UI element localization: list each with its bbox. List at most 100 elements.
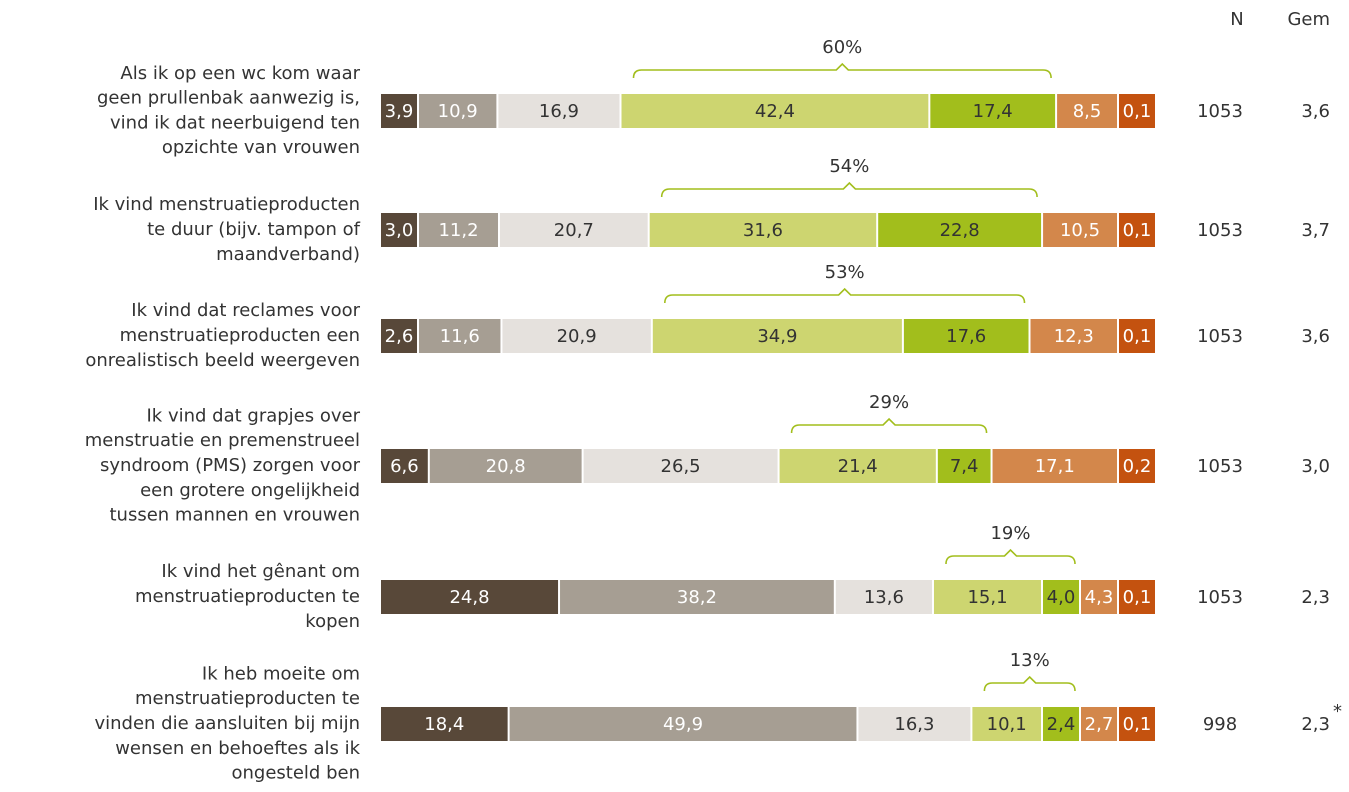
value-label: 2,7 — [1085, 714, 1114, 735]
gem-value: 3,0 — [1301, 456, 1330, 477]
bar-segment — [649, 213, 877, 247]
bar-segment — [1043, 707, 1079, 741]
category-label: Ik vind dat reclames voor — [131, 300, 360, 321]
bar-segment — [1119, 94, 1155, 128]
bar-segment — [1081, 707, 1117, 741]
category-label: wensen en behoeftes als ik — [115, 738, 360, 759]
value-label: 0,1 — [1123, 326, 1152, 347]
value-label: 42,4 — [755, 101, 795, 122]
category-label: Als ik op een wc kom waar — [120, 63, 360, 84]
category-label: Ik vind dat grapjes over — [147, 405, 361, 426]
bar-segment — [903, 319, 1029, 353]
bar-segment — [1030, 319, 1117, 353]
bar-segment — [583, 449, 778, 483]
category-label: opzichte van vrouwen — [162, 137, 360, 158]
value-label: 10,1 — [987, 714, 1027, 735]
category-label: ongesteld ben — [232, 763, 361, 784]
n-value: 998 — [1203, 714, 1237, 735]
n-value: 1053 — [1197, 456, 1243, 477]
agree-bracket — [945, 548, 1076, 565]
bar-segment — [419, 213, 498, 247]
value-label: 4,3 — [1085, 587, 1114, 608]
category-label: kopen — [305, 611, 360, 632]
value-label: 8,5 — [1073, 101, 1102, 122]
value-label: 20,7 — [554, 220, 594, 241]
value-label: 2,6 — [385, 326, 414, 347]
value-label: 11,2 — [438, 220, 478, 241]
bar-segment — [652, 319, 902, 353]
bar-segment — [1043, 213, 1117, 247]
value-label: 26,5 — [661, 456, 701, 477]
bar-segment — [499, 213, 648, 247]
value-label: 0,1 — [1123, 587, 1152, 608]
category-label: vind ik dat neerbuigend ten — [110, 112, 360, 133]
bar-segment — [779, 449, 936, 483]
bar-segment — [498, 94, 620, 128]
n-value: 1053 — [1197, 101, 1243, 122]
gem-header: Gem — [1287, 9, 1330, 30]
agree-bracket — [790, 417, 988, 434]
value-label: 6,6 — [390, 456, 419, 477]
bar-segment — [992, 449, 1117, 483]
value-label: 0,2 — [1123, 456, 1152, 477]
bar-segment — [972, 707, 1041, 741]
bar-segment — [858, 707, 971, 741]
value-label: 17,1 — [1035, 456, 1075, 477]
bar-segment — [878, 213, 1042, 247]
value-label: 7,4 — [950, 456, 979, 477]
bar-segment — [419, 94, 497, 128]
value-label: 12,3 — [1054, 326, 1094, 347]
bar-segment — [381, 449, 428, 483]
value-label: 21,4 — [838, 456, 878, 477]
n-value: 1053 — [1197, 220, 1243, 241]
gem-value: 2,3 — [1301, 714, 1330, 735]
bar-segment — [1119, 707, 1155, 741]
gem-value: 2,3 — [1301, 587, 1330, 608]
category-label: Ik vind het gênant om — [161, 561, 360, 582]
category-label: Ik vind menstruatieproducten — [93, 194, 360, 215]
value-label: 13,6 — [864, 587, 904, 608]
bar-segment — [1081, 580, 1117, 614]
agree-label: 29% — [869, 392, 909, 413]
value-label: 4,0 — [1047, 587, 1076, 608]
gem-value: 3,6 — [1301, 101, 1330, 122]
value-label: 34,9 — [757, 326, 797, 347]
agree-label: 19% — [990, 523, 1030, 544]
value-label: 0,1 — [1123, 101, 1152, 122]
category-label: menstruatieproducten een — [120, 325, 360, 346]
bar-segment — [502, 319, 651, 353]
value-label: 16,3 — [894, 714, 934, 735]
bar-segment — [1119, 213, 1155, 247]
bar-segment — [419, 319, 501, 353]
value-label: 0,1 — [1123, 220, 1152, 241]
agree-bracket — [660, 181, 1038, 198]
bar-segment — [930, 94, 1056, 128]
category-label: vinden die aansluiten bij mijn — [94, 713, 360, 734]
value-label: 3,0 — [385, 220, 414, 241]
bar-segment — [429, 449, 582, 483]
bar-segment — [560, 580, 834, 614]
category-label: tussen mannen en vrouwen — [110, 505, 361, 526]
agree-bracket — [983, 675, 1076, 692]
bar-segment — [1119, 580, 1155, 614]
bar-segment — [381, 319, 417, 353]
value-label: 10,9 — [438, 101, 478, 122]
n-value: 1053 — [1197, 587, 1243, 608]
value-label: 17,4 — [973, 101, 1013, 122]
value-label: 2,4 — [1047, 714, 1076, 735]
bar-segment — [381, 94, 417, 128]
bar-segment — [509, 707, 857, 741]
gem-value: 3,6 — [1301, 326, 1330, 347]
agree-label: 13% — [1010, 650, 1050, 671]
value-label: 20,8 — [486, 456, 526, 477]
n-header: N — [1230, 9, 1243, 30]
value-label: 16,9 — [539, 101, 579, 122]
category-label: menstruatieproducten te — [135, 688, 360, 709]
value-label: 49,9 — [663, 714, 703, 735]
bar-segment — [381, 580, 559, 614]
value-label: 17,6 — [946, 326, 986, 347]
value-label: 38,2 — [677, 587, 717, 608]
value-label: 31,6 — [743, 220, 783, 241]
bar-segment — [937, 449, 991, 483]
